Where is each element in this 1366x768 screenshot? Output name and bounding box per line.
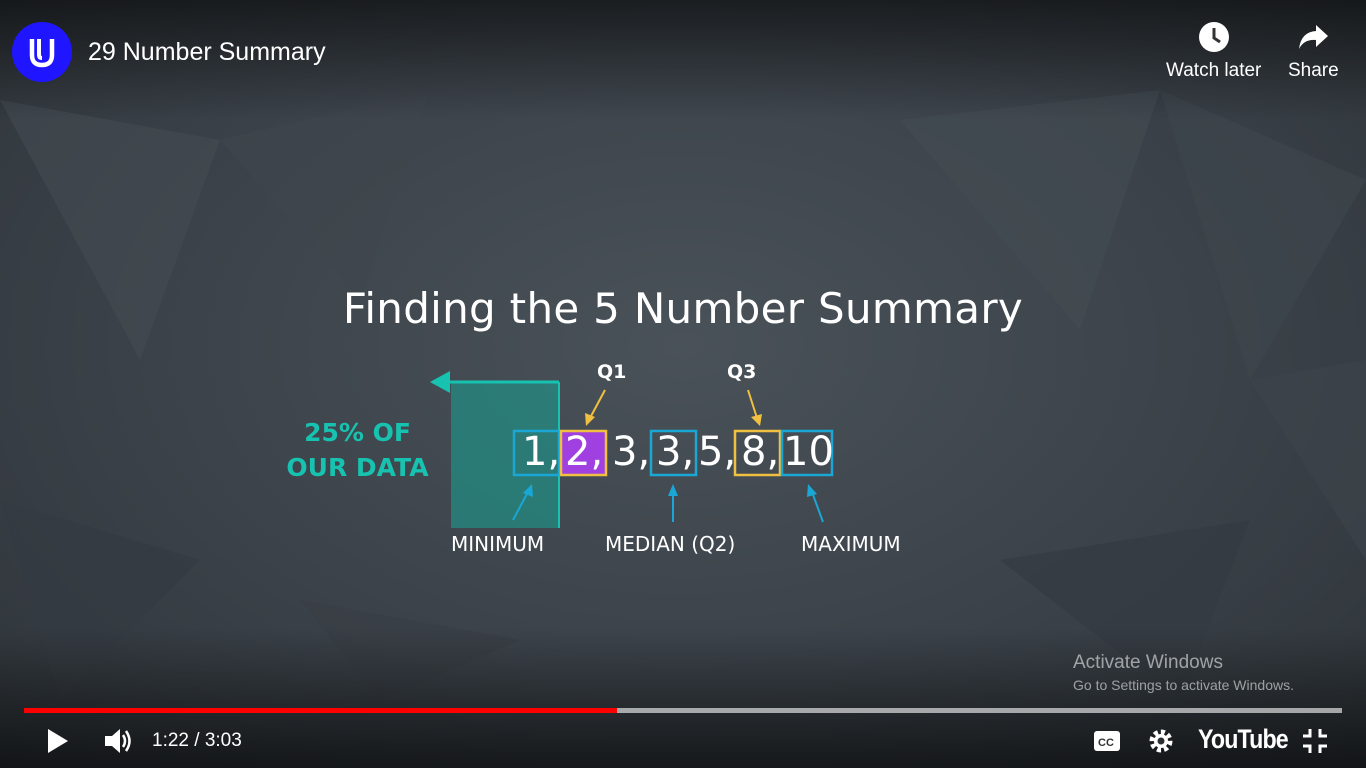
- quarter-arrow-head: [430, 371, 450, 393]
- number-item: 3,: [656, 429, 695, 475]
- exit-fullscreen-button[interactable]: [1302, 728, 1328, 759]
- activate-windows-subtitle: Go to Settings to activate Windows.: [1073, 677, 1294, 693]
- settings-button[interactable]: [1147, 727, 1175, 760]
- youtube-logo[interactable]: YouTube: [1198, 724, 1289, 754]
- svg-text:CC: CC: [1098, 737, 1114, 749]
- clock-icon: [1198, 22, 1229, 52]
- number-item: 10: [783, 429, 834, 475]
- minimum-label: MINIMUM: [451, 532, 545, 556]
- captions-icon: CC: [1094, 731, 1120, 751]
- q3-arrow-head: [751, 414, 762, 426]
- q3-label: Q3: [727, 361, 757, 383]
- udacity-logo-icon: [29, 39, 55, 68]
- play-button[interactable]: [46, 728, 70, 759]
- top-gradient: [0, 0, 1366, 120]
- captions-button[interactable]: CC: [1093, 729, 1121, 758]
- share-arrow-icon: [1299, 25, 1329, 49]
- channel-logo[interactable]: [12, 22, 72, 82]
- quarter-data-label: 25% OF OUR DATA: [270, 415, 445, 485]
- number-item: 5,: [698, 429, 737, 475]
- mute-button[interactable]: [104, 727, 134, 760]
- maximum-label: MAXIMUM: [801, 532, 901, 556]
- maximum-arrow: [811, 491, 824, 523]
- minimum-arrow-head: [523, 484, 533, 497]
- progress-played: [24, 708, 618, 713]
- quarter-data-label-line1: 25% OF: [304, 418, 411, 447]
- number-item: 2,: [565, 429, 604, 475]
- progress-bar[interactable]: [24, 708, 1342, 713]
- median-box: [649, 429, 698, 477]
- q3-arrow: [747, 389, 758, 419]
- watch-later-label: Watch later: [1166, 60, 1262, 81]
- watch-later-button[interactable]: Watch later: [1166, 20, 1261, 82]
- number-item: 8,: [741, 429, 780, 475]
- gear-icon: [1149, 729, 1173, 753]
- volume-icon: [105, 729, 131, 753]
- minimum-box: [512, 429, 561, 477]
- median-label: MEDIAN (Q2): [605, 532, 736, 556]
- minimum-arrow: [512, 491, 529, 521]
- q3-box: [733, 429, 782, 477]
- quarter-data-label-line2: OUR DATA: [286, 453, 429, 482]
- exit-fullscreen-icon: [1303, 729, 1327, 753]
- number-item: 3,: [612, 429, 651, 475]
- q1-arrow-head: [585, 413, 595, 426]
- q1-box: [559, 429, 608, 477]
- share-label: Share: [1288, 60, 1339, 81]
- bottom-gradient: [0, 628, 1366, 768]
- q1-label: Q1: [597, 361, 627, 383]
- median-arrow-head: [668, 484, 678, 496]
- maximum-box: [780, 429, 834, 477]
- time-display: 1:22 / 3:03: [152, 730, 242, 751]
- slide-title: Finding the 5 Number Summary: [342, 284, 1024, 333]
- q1-arrow: [589, 389, 606, 419]
- maximum-arrow-head: [807, 484, 817, 497]
- share-button[interactable]: Share: [1288, 20, 1339, 82]
- number-item: 1,: [522, 429, 561, 475]
- quarter-region: [451, 382, 559, 528]
- activate-windows-title: Activate Windows: [1073, 652, 1223, 673]
- play-icon: [48, 729, 68, 753]
- video-title[interactable]: 29 Number Summary: [88, 38, 326, 66]
